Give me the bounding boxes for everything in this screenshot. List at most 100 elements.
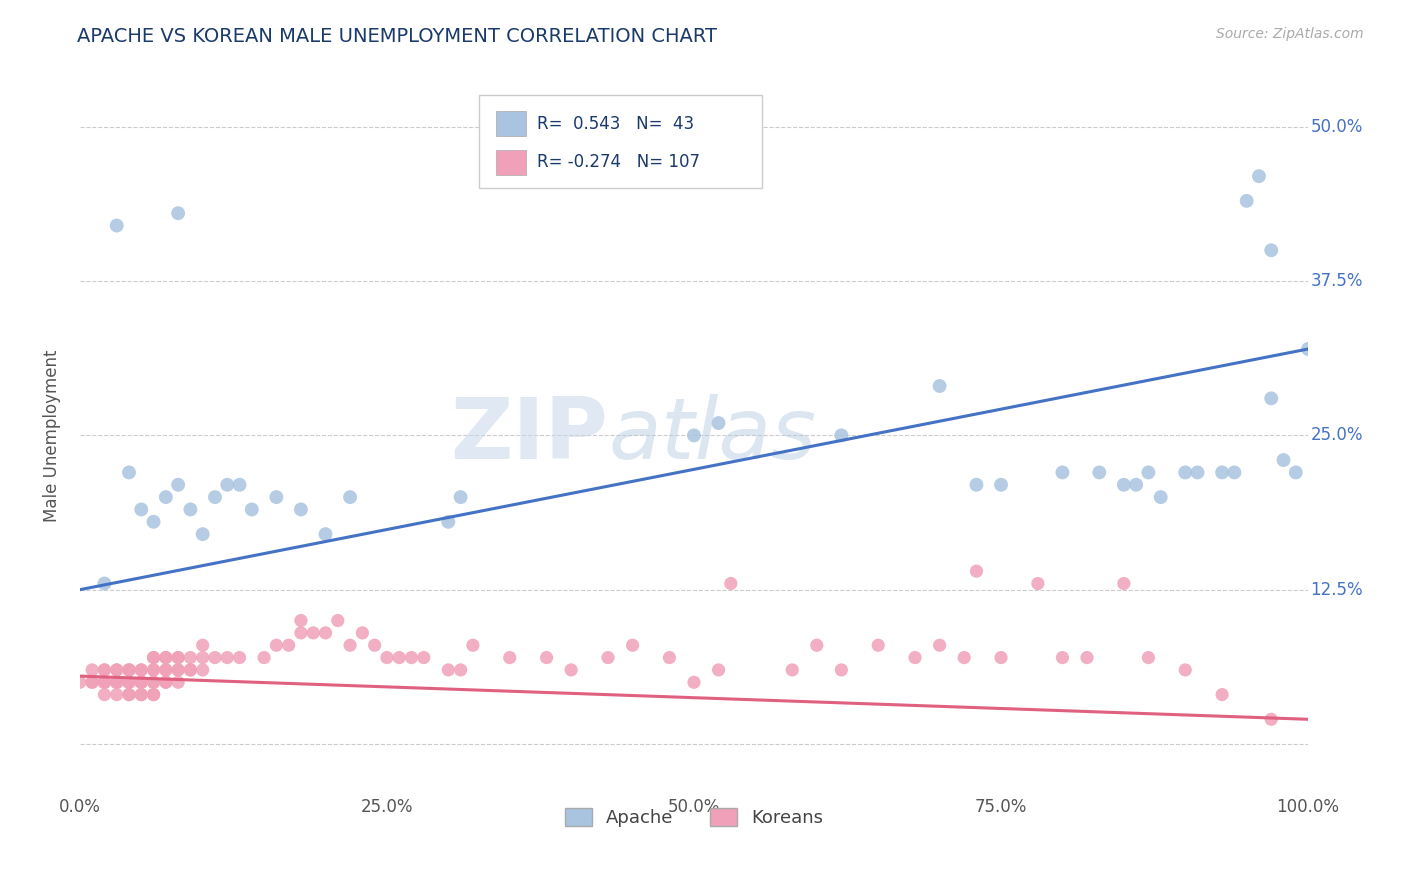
Point xyxy=(1260,244,1282,258)
Point xyxy=(118,663,141,677)
Point xyxy=(129,502,152,516)
Point xyxy=(536,650,558,665)
Point xyxy=(401,650,423,665)
Point xyxy=(1272,453,1295,467)
Point xyxy=(450,490,472,504)
Point xyxy=(179,650,201,665)
Point xyxy=(142,515,165,529)
Point xyxy=(155,663,177,677)
Point xyxy=(191,650,214,665)
Point xyxy=(118,688,141,702)
Point xyxy=(93,663,115,677)
Point xyxy=(142,688,165,702)
Point xyxy=(142,688,165,702)
Point xyxy=(142,663,165,677)
Point xyxy=(1174,466,1197,480)
Point xyxy=(1236,194,1258,208)
Point xyxy=(1174,663,1197,677)
Point xyxy=(290,626,312,640)
Text: atlas: atlas xyxy=(607,394,815,477)
Point xyxy=(290,614,312,628)
Point xyxy=(375,650,398,665)
Point xyxy=(155,663,177,677)
Point xyxy=(1112,576,1135,591)
Point xyxy=(179,502,201,516)
Point xyxy=(1112,477,1135,491)
Point xyxy=(904,650,927,665)
Point xyxy=(105,663,128,677)
Point xyxy=(179,663,201,677)
Point xyxy=(499,650,522,665)
Point xyxy=(266,638,288,652)
Point xyxy=(412,650,434,665)
Point xyxy=(1026,576,1049,591)
Point xyxy=(82,663,104,677)
Point xyxy=(339,638,361,652)
Point xyxy=(707,663,730,677)
Legend: Apache, Koreans: Apache, Koreans xyxy=(558,801,831,834)
Point xyxy=(1125,477,1147,491)
Point xyxy=(1137,466,1160,480)
Point xyxy=(93,688,115,702)
Point xyxy=(129,688,152,702)
Point xyxy=(105,675,128,690)
Point xyxy=(806,638,828,652)
Point xyxy=(69,675,91,690)
Point xyxy=(315,626,337,640)
Point xyxy=(118,663,141,677)
Point xyxy=(277,638,299,652)
Point xyxy=(953,650,976,665)
Point xyxy=(1076,650,1098,665)
Point xyxy=(1211,688,1233,702)
Point xyxy=(93,675,115,690)
Point xyxy=(142,663,165,677)
Point xyxy=(179,663,201,677)
Text: 12.5%: 12.5% xyxy=(1310,581,1364,599)
Point xyxy=(167,663,190,677)
Point xyxy=(167,675,190,690)
Point xyxy=(93,675,115,690)
Point xyxy=(142,650,165,665)
Point xyxy=(965,477,987,491)
Text: ZIP: ZIP xyxy=(450,394,607,477)
Point xyxy=(830,663,852,677)
Point xyxy=(266,490,288,504)
Point xyxy=(129,675,152,690)
Point xyxy=(93,675,115,690)
Point xyxy=(105,675,128,690)
Point xyxy=(155,675,177,690)
Point xyxy=(118,675,141,690)
Point xyxy=(167,650,190,665)
Point xyxy=(142,675,165,690)
Point xyxy=(167,650,190,665)
Point xyxy=(1260,392,1282,406)
Point xyxy=(1260,712,1282,726)
Point xyxy=(1150,490,1173,504)
Point xyxy=(1247,169,1270,184)
Point xyxy=(437,663,460,677)
Point xyxy=(105,663,128,677)
Point xyxy=(105,675,128,690)
Point xyxy=(683,675,706,690)
Point xyxy=(155,490,177,504)
Point xyxy=(965,564,987,578)
Point xyxy=(129,675,152,690)
Text: 50.0%: 50.0% xyxy=(1310,118,1362,136)
Point xyxy=(82,675,104,690)
Point xyxy=(142,675,165,690)
Point xyxy=(1223,466,1246,480)
Point xyxy=(93,675,115,690)
Point xyxy=(780,663,803,677)
Point xyxy=(1296,342,1319,356)
Point xyxy=(461,638,484,652)
Point xyxy=(167,206,190,220)
Point xyxy=(129,663,152,677)
Point xyxy=(302,626,325,640)
Point xyxy=(118,466,141,480)
Point xyxy=(129,688,152,702)
Point xyxy=(118,675,141,690)
Point xyxy=(155,675,177,690)
Point xyxy=(118,675,141,690)
Point xyxy=(105,688,128,702)
Point xyxy=(1187,466,1209,480)
